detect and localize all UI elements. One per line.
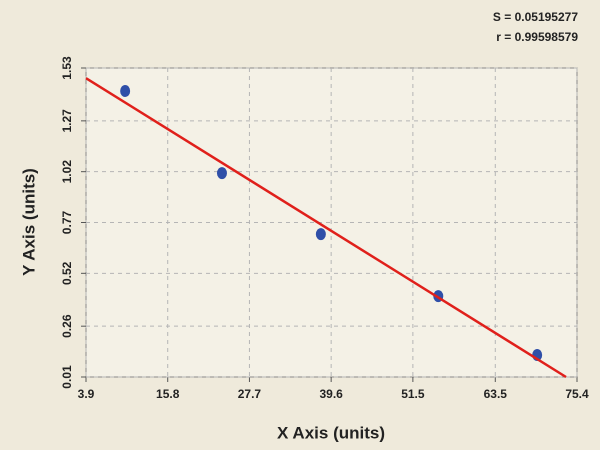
data-point	[216, 167, 227, 180]
y-tick-label: 1.53	[60, 56, 74, 80]
annotation: S = 0.05195277	[493, 10, 578, 24]
x-tick-label: 15.8	[156, 387, 180, 401]
data-point	[315, 228, 326, 241]
x-tick-label: 27.7	[238, 387, 262, 401]
fit-line	[85, 77, 567, 379]
y-tick-label: 0.26	[60, 314, 74, 338]
y-tick-label: 0.01	[60, 365, 74, 389]
y-tick-label: 1.02	[60, 160, 74, 184]
x-axis-label: X Axis (units)	[277, 423, 385, 442]
x-tick-label: 3.9	[78, 387, 95, 401]
annotation: r = 0.99598579	[496, 30, 578, 44]
y-tick-label: 1.27	[60, 109, 74, 133]
x-tick-label: 39.6	[319, 387, 343, 401]
y-tick-label: 0.77	[60, 210, 74, 234]
x-tick-label: 75.4	[565, 387, 589, 401]
x-tick-label: 51.5	[401, 387, 425, 401]
y-axis-label: Y Axis (units)	[19, 168, 38, 276]
data-point	[120, 84, 131, 97]
x-tick-label: 63.5	[484, 387, 508, 401]
y-tick-label: 0.52	[60, 261, 74, 285]
